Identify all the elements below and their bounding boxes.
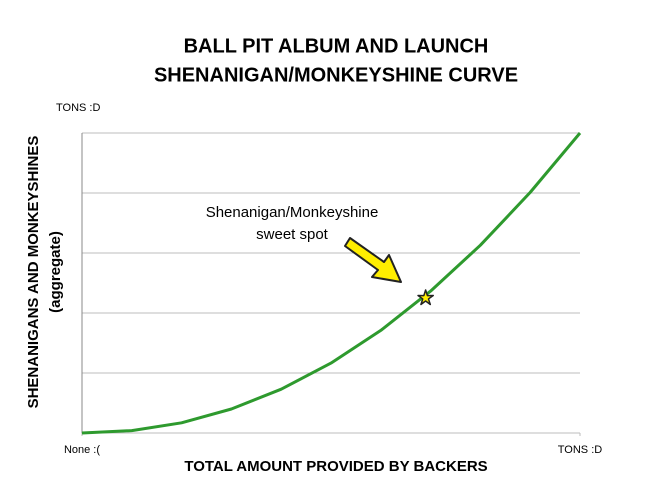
annotation-arrow [344,237,402,283]
x-axis-title: TOTAL AMOUNT PROVIDED BY BACKERS [184,458,487,475]
annotation-text: Shenanigan/Monkeyshine [206,204,379,221]
chart-title: BALL PIT ALBUM AND LAUNCH [184,35,489,57]
y-axis-title: SHENANIGANS AND MONKEYSHINES [25,136,42,409]
sweet-spot-marker [417,289,434,306]
line [81,132,582,435]
x-tick-label: TONS :D [558,444,602,456]
x-tick-label: None :( [64,444,100,456]
y-tick-label: TONS :D [56,102,100,114]
y-axis-title: (aggregate) [47,231,64,313]
annotation-text: sweet spot [256,226,329,243]
chart-title: SHENANIGAN/MONKEYSHINE CURVE [154,64,518,86]
